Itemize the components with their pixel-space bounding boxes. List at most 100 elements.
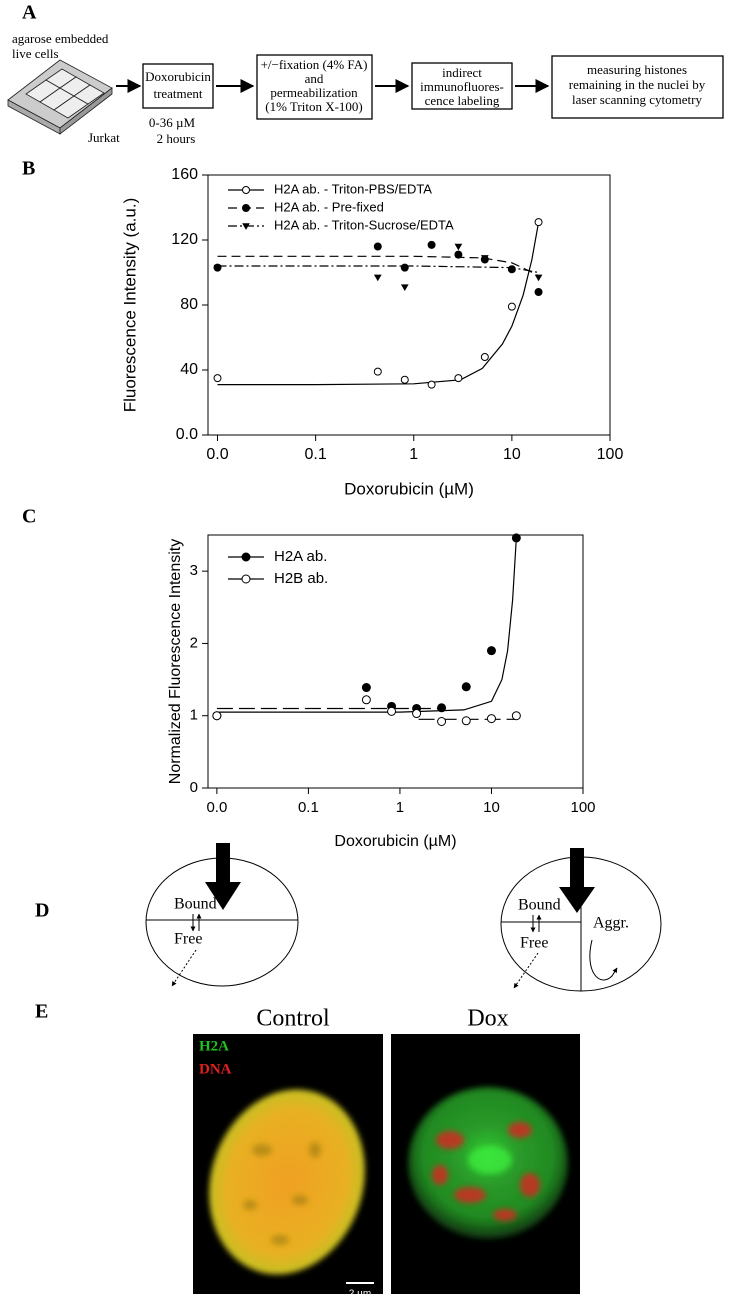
point [212, 711, 222, 721]
panel-label: E [35, 1001, 48, 1023]
bound-label: Bound [518, 897, 561, 914]
arrow [513, 952, 539, 989]
point [412, 709, 422, 719]
point [534, 274, 543, 282]
plot-frame [207, 534, 584, 789]
legend-marker [241, 574, 251, 584]
point [507, 265, 516, 274]
panel-e: E Control Dox H2A DNA 2 µm [35, 1001, 580, 1300]
x-tick-label: 1 [396, 799, 404, 816]
arrow [171, 949, 197, 987]
step-box [142, 63, 214, 109]
fit-line [216, 538, 517, 713]
free-label: Free [174, 931, 202, 948]
point [511, 533, 521, 543]
texture [243, 1142, 321, 1245]
x-axis-label: Doxorubicin (µM) [344, 479, 474, 498]
arrow [589, 939, 618, 981]
x-tick-label: 1 [409, 446, 418, 463]
point [486, 714, 496, 724]
step-box [411, 62, 513, 110]
point [400, 375, 409, 384]
point [437, 716, 447, 726]
panel-label: C [22, 506, 36, 528]
plot-frame [207, 174, 611, 436]
panel-label: D [35, 900, 49, 922]
step-text: immunofluores- [420, 79, 504, 94]
cells-label: agarose embedded [12, 31, 109, 46]
bound-label: Bound [174, 896, 217, 913]
point [213, 264, 222, 272]
x-tick-label: 100 [570, 799, 595, 816]
h2a-label: H2A [199, 1038, 229, 1054]
fit-line [217, 255, 539, 277]
x-tick-label: 0.1 [305, 446, 327, 463]
point [454, 250, 463, 259]
legend-label: H2A ab. - Triton-PBS/EDTA [274, 181, 432, 196]
point [400, 263, 409, 272]
step-text: permeabilization [270, 85, 358, 100]
y-tick-label: 160 [171, 166, 198, 183]
point [427, 380, 436, 389]
point [486, 646, 496, 656]
x-tick-label: 0.0 [206, 799, 227, 816]
cells-label: live cells [12, 46, 59, 61]
texture [432, 1122, 540, 1221]
panel-a: A agarose embedded live cells Jurkat Dox… [7, 2, 724, 146]
cell-line: Jurkat [88, 130, 120, 145]
step-text: measuring histones [587, 62, 687, 77]
point [361, 695, 371, 705]
step-text: treatment [153, 86, 202, 101]
legend-label: H2A ab. - Pre-fixed [274, 199, 384, 214]
aggregate-label: Aggr. [593, 915, 629, 932]
point [213, 374, 222, 383]
point [454, 243, 463, 251]
y-axis-label: Normalized Fluorescence Intensity [167, 539, 184, 784]
step-box [551, 55, 724, 119]
dna-label: DNA [199, 1061, 232, 1077]
point [511, 711, 521, 721]
step-text: Doxorubicin [145, 69, 211, 84]
point [373, 274, 382, 282]
point [400, 284, 409, 291]
fit-line [217, 221, 540, 386]
x-tick-label: 0.0 [206, 446, 228, 463]
point [361, 683, 371, 693]
scale-bar-label: 2 µm [349, 1289, 371, 1300]
point [437, 703, 447, 713]
step-text: and [305, 71, 324, 86]
slide-icon [7, 59, 113, 135]
point [534, 218, 543, 227]
point [373, 367, 382, 376]
y-tick-label: 80 [180, 296, 198, 313]
legend-label: H2B ab. [274, 570, 328, 587]
y-tick-label: 0.0 [176, 426, 198, 443]
point [480, 255, 489, 262]
y-tick-label: 40 [180, 361, 198, 378]
y-tick-label: 0 [190, 779, 198, 796]
panel-d: D Bound Free Bound Free Aggr. [35, 856, 662, 992]
step-text: indirect [442, 65, 482, 80]
point [507, 302, 516, 311]
legend-marker [242, 204, 250, 212]
x-axis-label: Doxorubicin (µM) [334, 833, 456, 850]
legend-label: H2A ab. - Triton-Sucrose/EDTA [274, 217, 454, 232]
nucleus-image [209, 1089, 365, 1275]
time: 2 hours [157, 131, 196, 146]
legend-marker [242, 223, 250, 230]
nucleus [145, 857, 299, 987]
legend-label: H2A ab. [274, 548, 327, 565]
x-tick-label: 10 [503, 446, 521, 463]
image-title: Control [256, 1006, 330, 1032]
y-tick-label: 120 [171, 231, 198, 248]
fit-line [217, 265, 539, 274]
step-box [256, 54, 373, 120]
free-label: Free [520, 935, 548, 952]
point [534, 288, 543, 296]
panel-label: A [22, 2, 37, 24]
dose: 0-36 µM [149, 115, 196, 130]
point [480, 353, 489, 361]
y-axis-label: Fluorescence Intensity (a.u.) [120, 198, 139, 412]
step-text: laser scanning cytometry [572, 92, 702, 107]
